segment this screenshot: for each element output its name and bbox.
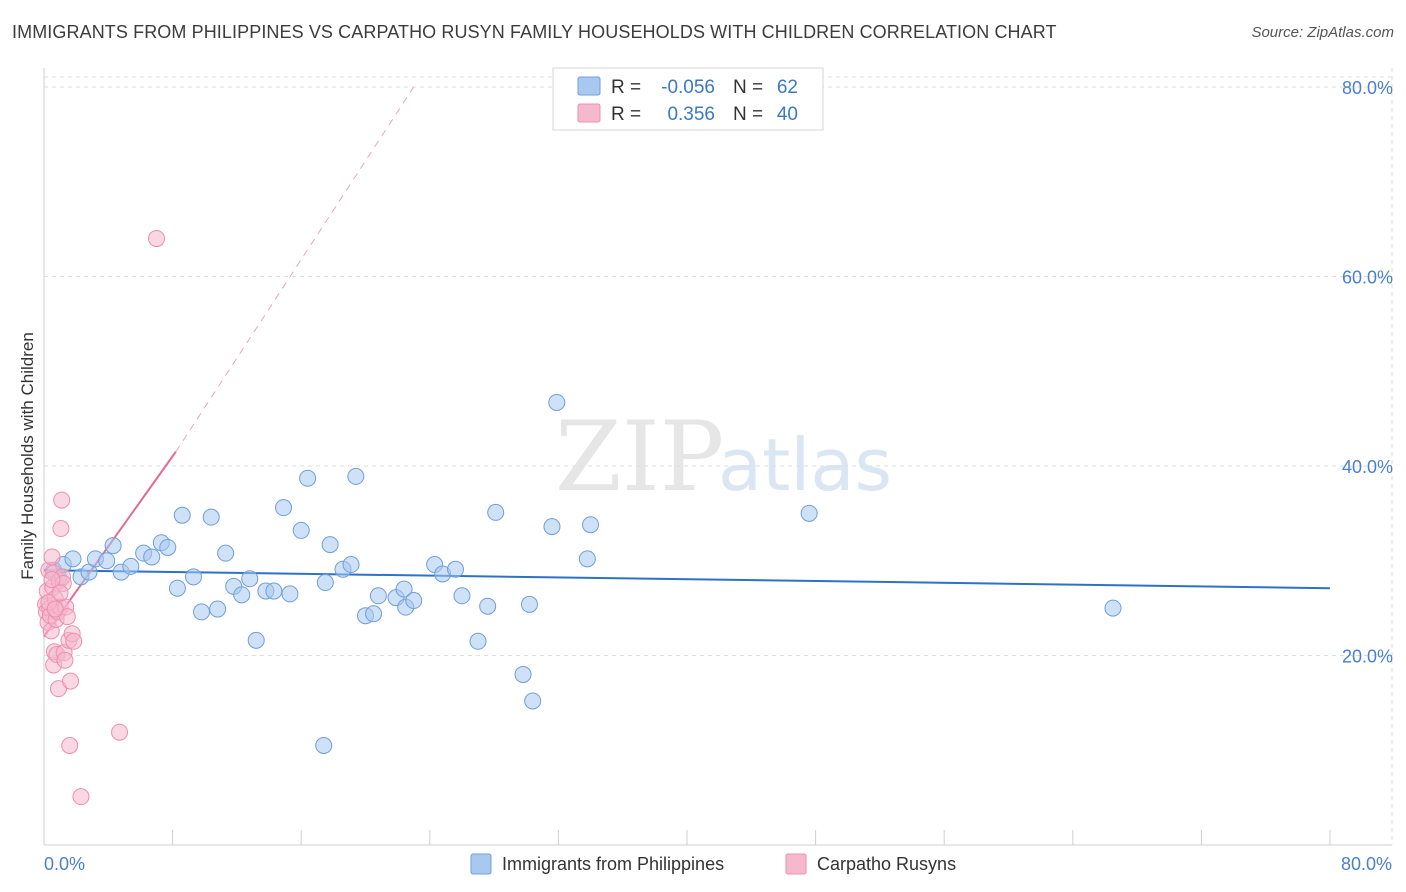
watermark-zip: ZIP xyxy=(555,401,724,513)
data-point-philippines xyxy=(369,587,387,605)
data-point-philippines xyxy=(582,516,600,534)
data-point-philippines xyxy=(543,518,561,536)
chart-source: Source: ZipAtlas.com xyxy=(1251,24,1394,41)
stats-swatch-pink xyxy=(577,103,601,123)
data-point-philippines xyxy=(315,737,333,755)
data-point-philippines xyxy=(524,692,542,710)
y-tick-label: 80.0% xyxy=(1342,78,1393,98)
series-philippines-points xyxy=(45,393,1122,755)
data-point-carpatho xyxy=(56,651,74,669)
data-point-philippines xyxy=(342,556,360,574)
data-point-philippines xyxy=(520,595,538,613)
data-point-philippines xyxy=(299,469,317,487)
data-point-philippines xyxy=(453,587,471,605)
stats-n-value-2: 40 xyxy=(777,104,798,125)
data-point-philippines xyxy=(321,536,339,554)
chart-title: IMMIGRANTS FROM PHILIPPINES VS CARPATHO … xyxy=(12,22,1057,42)
data-point-philippines xyxy=(233,586,251,604)
stats-n-label-1: N = xyxy=(733,77,763,98)
x-tick-marks xyxy=(43,830,1331,845)
data-point-philippines xyxy=(365,605,383,623)
y-tick-label: 40.0% xyxy=(1342,457,1393,477)
watermark-atlas: atlas xyxy=(718,423,892,507)
data-point-carpatho xyxy=(51,584,69,602)
gridlines xyxy=(44,68,1393,845)
stats-r-value-2: 0.356 xyxy=(667,104,715,125)
y-axis-label: Family Households with Children xyxy=(18,332,37,580)
data-point-carpatho xyxy=(58,608,76,626)
series-carpatho-points xyxy=(37,230,166,806)
y-tick-label: 20.0% xyxy=(1342,646,1393,666)
data-point-philippines xyxy=(122,557,140,575)
trend-line-philippines xyxy=(43,569,1331,590)
data-point-philippines xyxy=(447,560,465,578)
data-point-philippines xyxy=(469,632,487,650)
data-point-philippines xyxy=(209,600,227,618)
data-point-philippines xyxy=(184,568,202,586)
data-point-philippines xyxy=(316,574,334,592)
x-tick-label-min: 0.0% xyxy=(44,854,85,874)
trend-lines xyxy=(43,86,1331,638)
data-point-philippines xyxy=(347,467,365,485)
stats-swatch-blue xyxy=(577,76,601,96)
data-point-carpatho xyxy=(148,230,166,248)
data-point-philippines xyxy=(159,538,177,556)
watermark: ZIP atlas xyxy=(555,401,892,513)
stats-r-value-1: -0.056 xyxy=(661,77,715,98)
data-point-carpatho xyxy=(61,737,79,755)
x-tick-label-max: 80.0% xyxy=(1341,854,1392,874)
data-point-philippines xyxy=(548,393,566,411)
data-point-philippines xyxy=(405,592,423,610)
data-point-philippines xyxy=(143,548,161,566)
stats-n-value-1: 62 xyxy=(777,77,798,98)
data-point-carpatho xyxy=(65,632,83,650)
legend-label-carpatho: Carpatho Rusyns xyxy=(817,854,956,874)
data-point-philippines xyxy=(193,603,211,621)
data-point-philippines xyxy=(395,580,413,598)
data-point-carpatho xyxy=(53,491,71,509)
data-point-carpatho xyxy=(43,571,61,589)
data-point-carpatho xyxy=(111,723,129,741)
stats-n-label-2: N = xyxy=(733,104,763,125)
data-point-philippines xyxy=(202,508,220,526)
data-point-philippines xyxy=(479,597,497,615)
y-tick-label: 60.0% xyxy=(1342,267,1393,287)
y-tick-labels: 20.0% 40.0% 60.0% 80.0% xyxy=(1342,78,1393,667)
data-point-carpatho xyxy=(49,680,67,698)
stats-r-label-1: R = xyxy=(611,77,641,98)
data-point-carpatho xyxy=(62,672,80,690)
data-point-philippines xyxy=(217,544,235,562)
legend-swatch-carpatho xyxy=(785,853,807,875)
data-point-philippines xyxy=(104,537,122,555)
data-point-carpatho xyxy=(72,788,90,806)
legend-label-philippines: Immigrants from Philippines xyxy=(502,854,724,874)
legend: Immigrants from Philippines Carpatho Rus… xyxy=(470,853,956,875)
data-point-philippines xyxy=(578,550,596,568)
data-point-philippines xyxy=(247,631,265,649)
data-point-philippines xyxy=(487,503,505,521)
data-point-philippines xyxy=(241,570,259,588)
data-point-philippines xyxy=(98,552,116,570)
legend-swatch-philippines xyxy=(470,853,492,875)
data-point-carpatho xyxy=(46,600,64,618)
data-point-philippines xyxy=(800,504,818,522)
data-point-philippines xyxy=(275,499,293,517)
stats-r-label-2: R = xyxy=(611,104,641,125)
data-point-carpatho xyxy=(52,520,70,538)
trend-line-carpatho-extension xyxy=(175,86,415,453)
data-point-philippines xyxy=(173,506,191,524)
stats-box: R = -0.056 N = 62 R = 0.356 N = 40 xyxy=(552,67,824,131)
data-point-carpatho xyxy=(43,548,61,566)
data-point-philippines xyxy=(281,585,299,603)
data-point-philippines xyxy=(168,579,186,597)
data-point-philippines xyxy=(514,665,532,683)
data-point-philippines xyxy=(64,550,82,568)
data-point-philippines xyxy=(265,582,283,600)
data-point-philippines xyxy=(292,521,310,539)
data-point-philippines xyxy=(1104,599,1122,617)
